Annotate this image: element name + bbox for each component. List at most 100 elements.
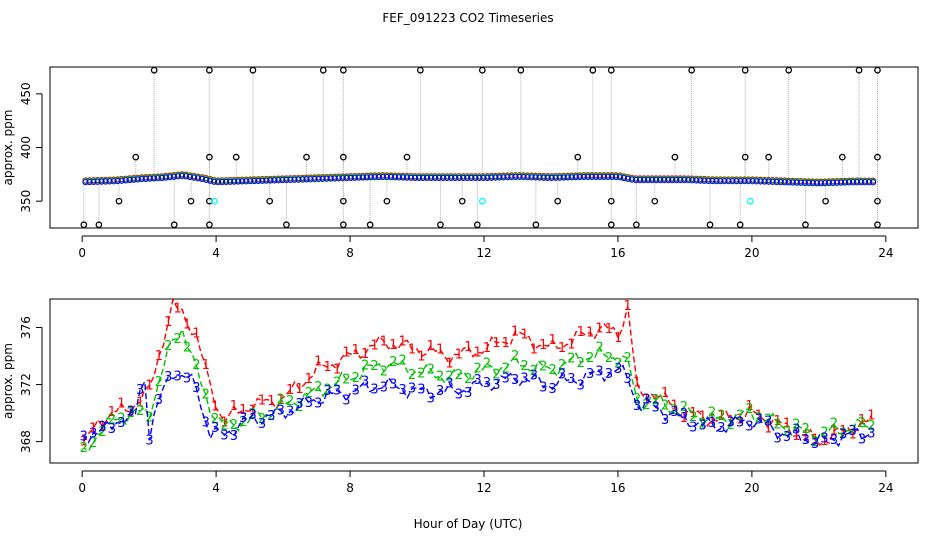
series-1-marker: 1 xyxy=(511,325,519,340)
series-3-marker: 3 xyxy=(502,372,510,387)
series-3-point xyxy=(685,177,692,184)
series-3-point xyxy=(138,176,145,183)
series-3-point xyxy=(492,174,499,181)
series-3-point xyxy=(825,179,833,187)
series-1-marker: 1 xyxy=(680,411,688,426)
series-3-point xyxy=(287,176,294,183)
series-1-marker: 1 xyxy=(699,409,707,424)
series-3-point xyxy=(737,178,744,185)
series-3-point xyxy=(247,178,254,185)
series-2-marker: 2 xyxy=(80,441,88,456)
series-3-point xyxy=(114,177,121,185)
series-1-marker: 1 xyxy=(389,338,397,353)
series-3-point xyxy=(657,177,664,184)
series-2-marker: 2 xyxy=(849,424,857,439)
series-3-marker: 3 xyxy=(699,418,707,433)
series-1-line xyxy=(83,297,873,446)
x-tick-label: 20 xyxy=(744,246,759,260)
series-3-point xyxy=(721,178,728,185)
series-1-marker: 1 xyxy=(417,349,425,364)
series-2-marker: 2 xyxy=(661,399,669,414)
series-3-point xyxy=(640,177,648,184)
x-axis-label: Hour of Day (UTC) xyxy=(414,517,523,531)
series-3-marker: 3 xyxy=(520,372,528,387)
calibration-point xyxy=(340,197,347,205)
series-3-point xyxy=(849,179,857,186)
calibration-point xyxy=(874,221,881,229)
series-3-point xyxy=(391,174,399,181)
series-3-marker: 3 xyxy=(680,407,688,422)
series-1-marker: 1 xyxy=(858,413,866,428)
series-1-marker: 1 xyxy=(849,428,857,443)
series-3-marker: 3 xyxy=(473,373,481,388)
series-1-marker: 1 xyxy=(792,429,800,444)
series-1-marker: 1 xyxy=(689,406,697,421)
series-3-point xyxy=(636,177,644,184)
series-3-point xyxy=(158,174,165,182)
figure-title: FEF_091223 CO2 Timeseries xyxy=(382,11,553,25)
series-2-marker: 2 xyxy=(708,405,716,420)
y-tick-label: 372 xyxy=(19,373,33,396)
x-tick-label: 0 xyxy=(78,481,86,495)
series-3-point xyxy=(600,173,607,181)
series-1-marker: 1 xyxy=(230,399,238,414)
series-3-marker: 3 xyxy=(389,377,397,392)
series-1-marker: 1 xyxy=(614,331,622,346)
series-3-point xyxy=(464,174,471,182)
x-tick-label: 8 xyxy=(346,481,354,495)
series-3-marker: 3 xyxy=(539,381,547,396)
series-2-marker: 2 xyxy=(267,409,275,424)
series-3-point xyxy=(665,177,672,184)
series-1-marker: 1 xyxy=(774,414,782,429)
series-3-marker: 3 xyxy=(792,423,800,438)
x-tick-label: 4 xyxy=(212,481,220,495)
series-3-marker: 3 xyxy=(436,384,444,399)
series-3-point xyxy=(235,178,242,185)
series-3-point xyxy=(781,179,788,186)
calibration-point xyxy=(170,221,178,229)
series-2-marker: 2 xyxy=(839,426,847,441)
series-3-point xyxy=(411,174,419,182)
series-3-point xyxy=(701,177,708,184)
series-1-marker: 1 xyxy=(558,341,566,356)
series-3-marker: 3 xyxy=(830,433,838,448)
series-2-marker: 2 xyxy=(558,358,566,373)
series-3-marker: 3 xyxy=(370,382,378,397)
series-3-point xyxy=(749,178,756,185)
series-3-point xyxy=(98,178,105,185)
calibration-point xyxy=(366,221,374,229)
series-3-point xyxy=(82,179,89,186)
series-3-marker: 3 xyxy=(820,432,828,447)
series-3-marker: 3 xyxy=(408,382,416,397)
series-3-marker: 3 xyxy=(277,404,285,419)
series-3-point xyxy=(432,174,439,182)
calibration-point xyxy=(532,221,540,229)
calibration-point xyxy=(473,221,481,229)
calibration-point xyxy=(132,153,140,161)
series-3-marker: 3 xyxy=(211,421,219,436)
series-3-point xyxy=(853,179,861,186)
series-2-marker: 2 xyxy=(436,369,444,384)
calibration-point xyxy=(651,197,659,205)
series-3-point xyxy=(303,176,310,183)
series-3-point xyxy=(528,174,535,181)
series-1-marker: 1 xyxy=(802,429,810,444)
series-3-point xyxy=(785,179,792,186)
series-2-marker: 2 xyxy=(295,400,303,415)
series-3-point xyxy=(729,178,736,185)
series-3-point xyxy=(110,178,117,185)
series-2-marker: 2 xyxy=(830,417,838,432)
highlight-point xyxy=(746,197,754,205)
series-2-marker: 2 xyxy=(605,351,613,366)
x-tick-label: 16 xyxy=(610,481,625,495)
series-2-marker: 2 xyxy=(323,383,331,398)
series-3-marker: 3 xyxy=(305,396,313,411)
series-3-point xyxy=(644,177,652,184)
series-2-marker: 2 xyxy=(333,375,341,390)
x-tick-label: 12 xyxy=(476,481,491,495)
series-3-point xyxy=(122,177,129,184)
series-3-point xyxy=(202,176,210,183)
calibration-point xyxy=(340,221,347,229)
series-1-marker: 1 xyxy=(577,325,585,340)
series-1-marker: 1 xyxy=(323,360,331,375)
